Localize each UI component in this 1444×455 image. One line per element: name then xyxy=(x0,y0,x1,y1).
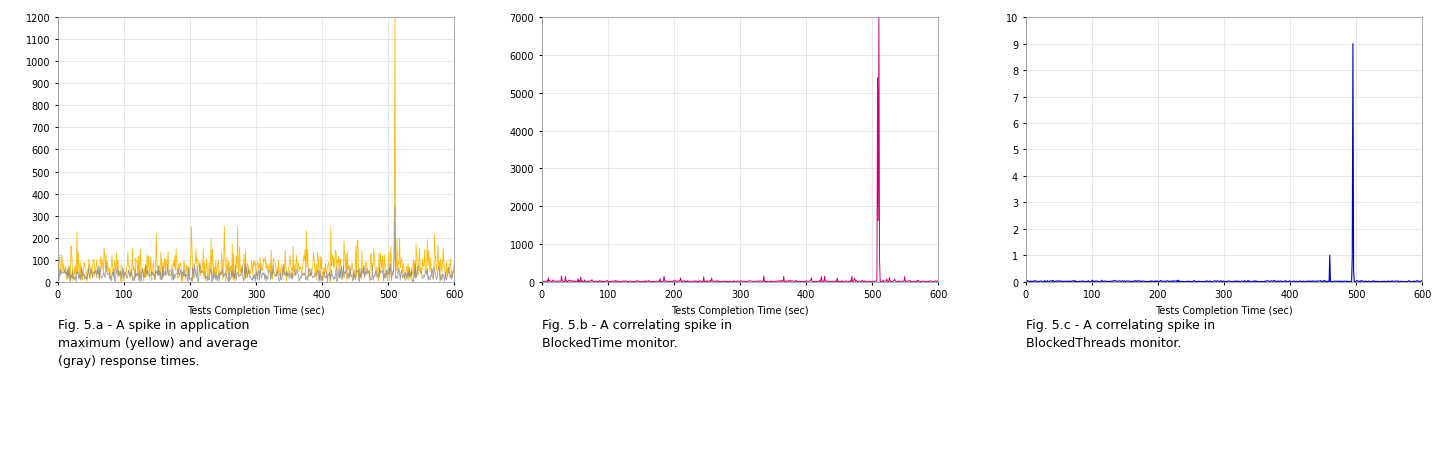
Text: Fig. 5.b - A correlating spike in
BlockedTime monitor.: Fig. 5.b - A correlating spike in Blocke… xyxy=(542,318,732,349)
X-axis label: Tests Completion Time (sec): Tests Completion Time (sec) xyxy=(188,305,325,315)
X-axis label: Tests Completion Time (sec): Tests Completion Time (sec) xyxy=(1155,305,1292,315)
Text: Fig. 5.a - A spike in application
maximum (yellow) and average
(gray) response t: Fig. 5.a - A spike in application maximu… xyxy=(58,318,257,367)
X-axis label: Tests Completion Time (sec): Tests Completion Time (sec) xyxy=(671,305,809,315)
Text: Fig. 5.c - A correlating spike in
BlockedThreads monitor.: Fig. 5.c - A correlating spike in Blocke… xyxy=(1025,318,1214,349)
